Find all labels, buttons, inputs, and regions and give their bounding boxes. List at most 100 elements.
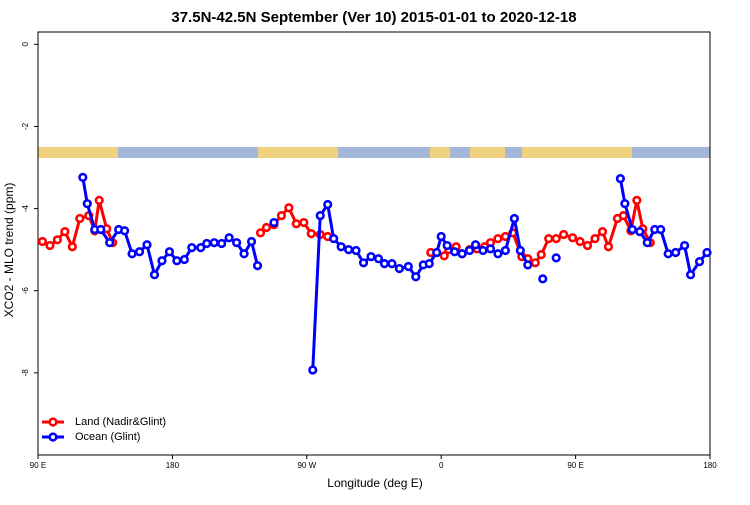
series-line: [81, 177, 709, 371]
legend-marker: [48, 432, 58, 442]
point: [618, 210, 628, 221]
point: [291, 219, 301, 229]
point: [120, 226, 130, 236]
point: [351, 245, 361, 256]
point: [551, 233, 561, 244]
point: [323, 199, 333, 210]
point: [52, 235, 63, 245]
point: [94, 195, 104, 205]
point: [523, 260, 533, 270]
point: [67, 242, 77, 252]
legend-label: Ocean (Glint): [75, 431, 140, 443]
point: [246, 236, 257, 247]
point: [105, 238, 115, 248]
point: [530, 258, 540, 268]
point: [149, 270, 160, 280]
plot-frame: [37, 31, 711, 456]
point: [500, 245, 511, 256]
point: [379, 259, 390, 269]
x-tick-label: 180: [166, 461, 180, 470]
point: [224, 233, 234, 243]
point: [196, 243, 206, 253]
point: [620, 199, 630, 209]
point: [284, 203, 294, 213]
point: [450, 247, 460, 257]
point: [344, 245, 354, 255]
point: [457, 249, 467, 259]
x-tick-label: 180: [703, 461, 717, 470]
point: [255, 228, 266, 238]
chart-title: 37.5N-42.5N September (Ver 10) 2015-01-0…: [171, 9, 576, 26]
point: [329, 233, 339, 244]
point: [252, 261, 263, 271]
y-tick-label: -8: [21, 369, 30, 377]
y-tick-label: -6: [21, 287, 30, 295]
point: [470, 240, 481, 250]
point: [82, 199, 92, 209]
point: [575, 236, 585, 247]
point: [96, 224, 106, 235]
x-tick-label: 90 W: [297, 461, 316, 470]
point: [509, 213, 519, 224]
point: [187, 243, 197, 253]
legend-label: Land (Nadir&Glint): [75, 416, 166, 428]
point: [269, 217, 279, 228]
point: [424, 259, 434, 269]
point: [308, 365, 318, 375]
point: [164, 247, 175, 257]
map-strip: [38, 147, 710, 158]
point: [671, 247, 681, 258]
point: [78, 172, 88, 182]
point: [315, 210, 325, 221]
point: [239, 249, 249, 259]
point: [603, 242, 614, 252]
point: [536, 249, 546, 260]
point: [432, 247, 442, 258]
point: [597, 226, 608, 237]
point: [442, 240, 452, 251]
x-tick-label: 90 E: [30, 461, 46, 470]
x-axis-label: Longitude (deg E): [327, 476, 422, 490]
point: [299, 217, 309, 228]
y-axis-label: XCO2 - MLO trend (ppm): [2, 183, 16, 318]
point: [493, 233, 503, 244]
point: [411, 272, 421, 282]
point: [485, 244, 496, 254]
point: [551, 253, 561, 263]
point: [568, 233, 578, 243]
point: [394, 263, 404, 274]
point: [538, 274, 548, 284]
point: [45, 240, 55, 251]
point: [306, 229, 316, 239]
point: [75, 213, 85, 224]
point: [663, 249, 673, 259]
point: [656, 224, 666, 235]
x-tick-label: 90 E: [567, 461, 583, 470]
point: [387, 259, 397, 269]
point: [157, 256, 167, 266]
point: [127, 249, 137, 259]
point: [627, 224, 637, 235]
point: [358, 258, 369, 268]
point: [373, 254, 384, 264]
point: [37, 236, 48, 247]
point: [436, 231, 446, 242]
point: [582, 240, 593, 251]
point: [209, 238, 219, 248]
point: [336, 242, 346, 252]
point: [464, 245, 475, 256]
legend-marker: [48, 417, 58, 427]
point: [515, 245, 525, 256]
point: [439, 251, 449, 261]
point: [179, 254, 189, 265]
y-tick-label: 0: [21, 42, 30, 47]
x-tick-label: 0: [439, 461, 444, 470]
point: [680, 240, 690, 251]
point: [366, 252, 376, 262]
point: [403, 261, 413, 272]
y-tick-label: -2: [21, 122, 30, 130]
point: [559, 229, 569, 240]
point: [478, 245, 488, 256]
point: [493, 249, 503, 259]
